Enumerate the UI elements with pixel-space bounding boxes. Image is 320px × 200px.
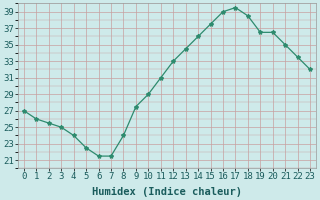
X-axis label: Humidex (Indice chaleur): Humidex (Indice chaleur): [92, 186, 242, 197]
